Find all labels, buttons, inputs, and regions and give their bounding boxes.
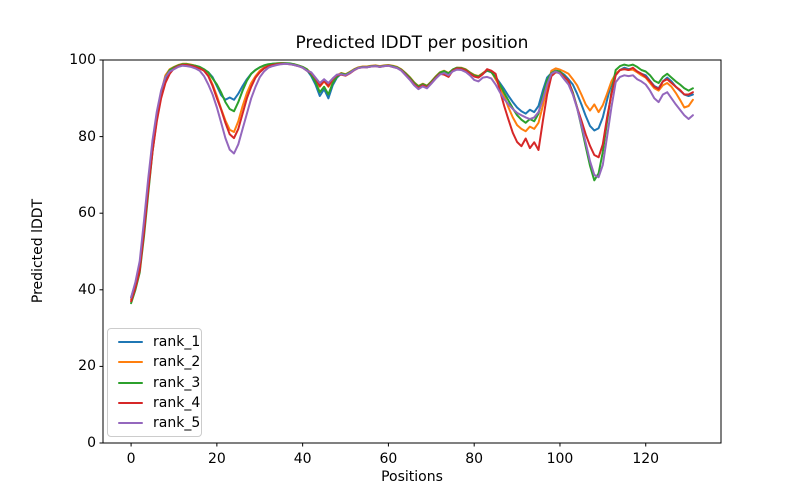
x-tick-label: 60 bbox=[379, 451, 398, 467]
legend-item-rank_4: rank_4 bbox=[108, 393, 201, 413]
x-tick-label: 80 bbox=[465, 451, 484, 467]
x-tick-label: 100 bbox=[546, 451, 574, 467]
line-rank_3 bbox=[130, 62, 694, 305]
legend-item-rank_5: rank_5 bbox=[108, 413, 201, 433]
x-tick-label: 20 bbox=[207, 451, 226, 467]
y-tick-label: 100 bbox=[69, 52, 96, 68]
x-tick-label: 120 bbox=[632, 451, 660, 467]
line-rank_2 bbox=[130, 62, 694, 301]
line-rank_5 bbox=[130, 62, 694, 299]
legend-label: rank_3 bbox=[153, 374, 201, 391]
legend-line-sample bbox=[118, 381, 143, 384]
legend-line-sample bbox=[118, 341, 143, 344]
legend-label: rank_1 bbox=[153, 334, 201, 351]
x-tick-label: 40 bbox=[293, 451, 312, 467]
x-axis-label: Positions bbox=[381, 469, 443, 485]
legend-line-sample bbox=[118, 361, 143, 364]
legend-item-rank_2: rank_2 bbox=[108, 352, 201, 372]
axes-frame bbox=[102, 59, 722, 444]
x-tick-label: 0 bbox=[126, 451, 136, 467]
legend-line-sample bbox=[118, 401, 143, 404]
y-tick-label: 20 bbox=[78, 358, 96, 375]
y-axis-label: Predicted lDDT bbox=[30, 198, 46, 304]
legend-line-sample bbox=[118, 421, 143, 424]
y-tick-label: 0 bbox=[87, 435, 96, 451]
legend-label: rank_5 bbox=[153, 414, 201, 431]
legend-label: rank_2 bbox=[153, 354, 201, 371]
line-rank_4 bbox=[130, 62, 694, 303]
y-tick-label: 80 bbox=[78, 128, 96, 145]
legend: rank_1 rank_2 rank_3 rank_4 rank_5 bbox=[107, 328, 202, 437]
y-tick-label: 60 bbox=[78, 205, 96, 222]
legend-label: rank_4 bbox=[153, 394, 201, 411]
chart-title: Predicted lDDT per position bbox=[295, 33, 529, 53]
line-rank_1 bbox=[130, 62, 694, 299]
legend-item-rank_1: rank_1 bbox=[108, 332, 201, 352]
y-tick-label: 40 bbox=[78, 281, 96, 298]
legend-item-rank_3: rank_3 bbox=[108, 372, 201, 392]
